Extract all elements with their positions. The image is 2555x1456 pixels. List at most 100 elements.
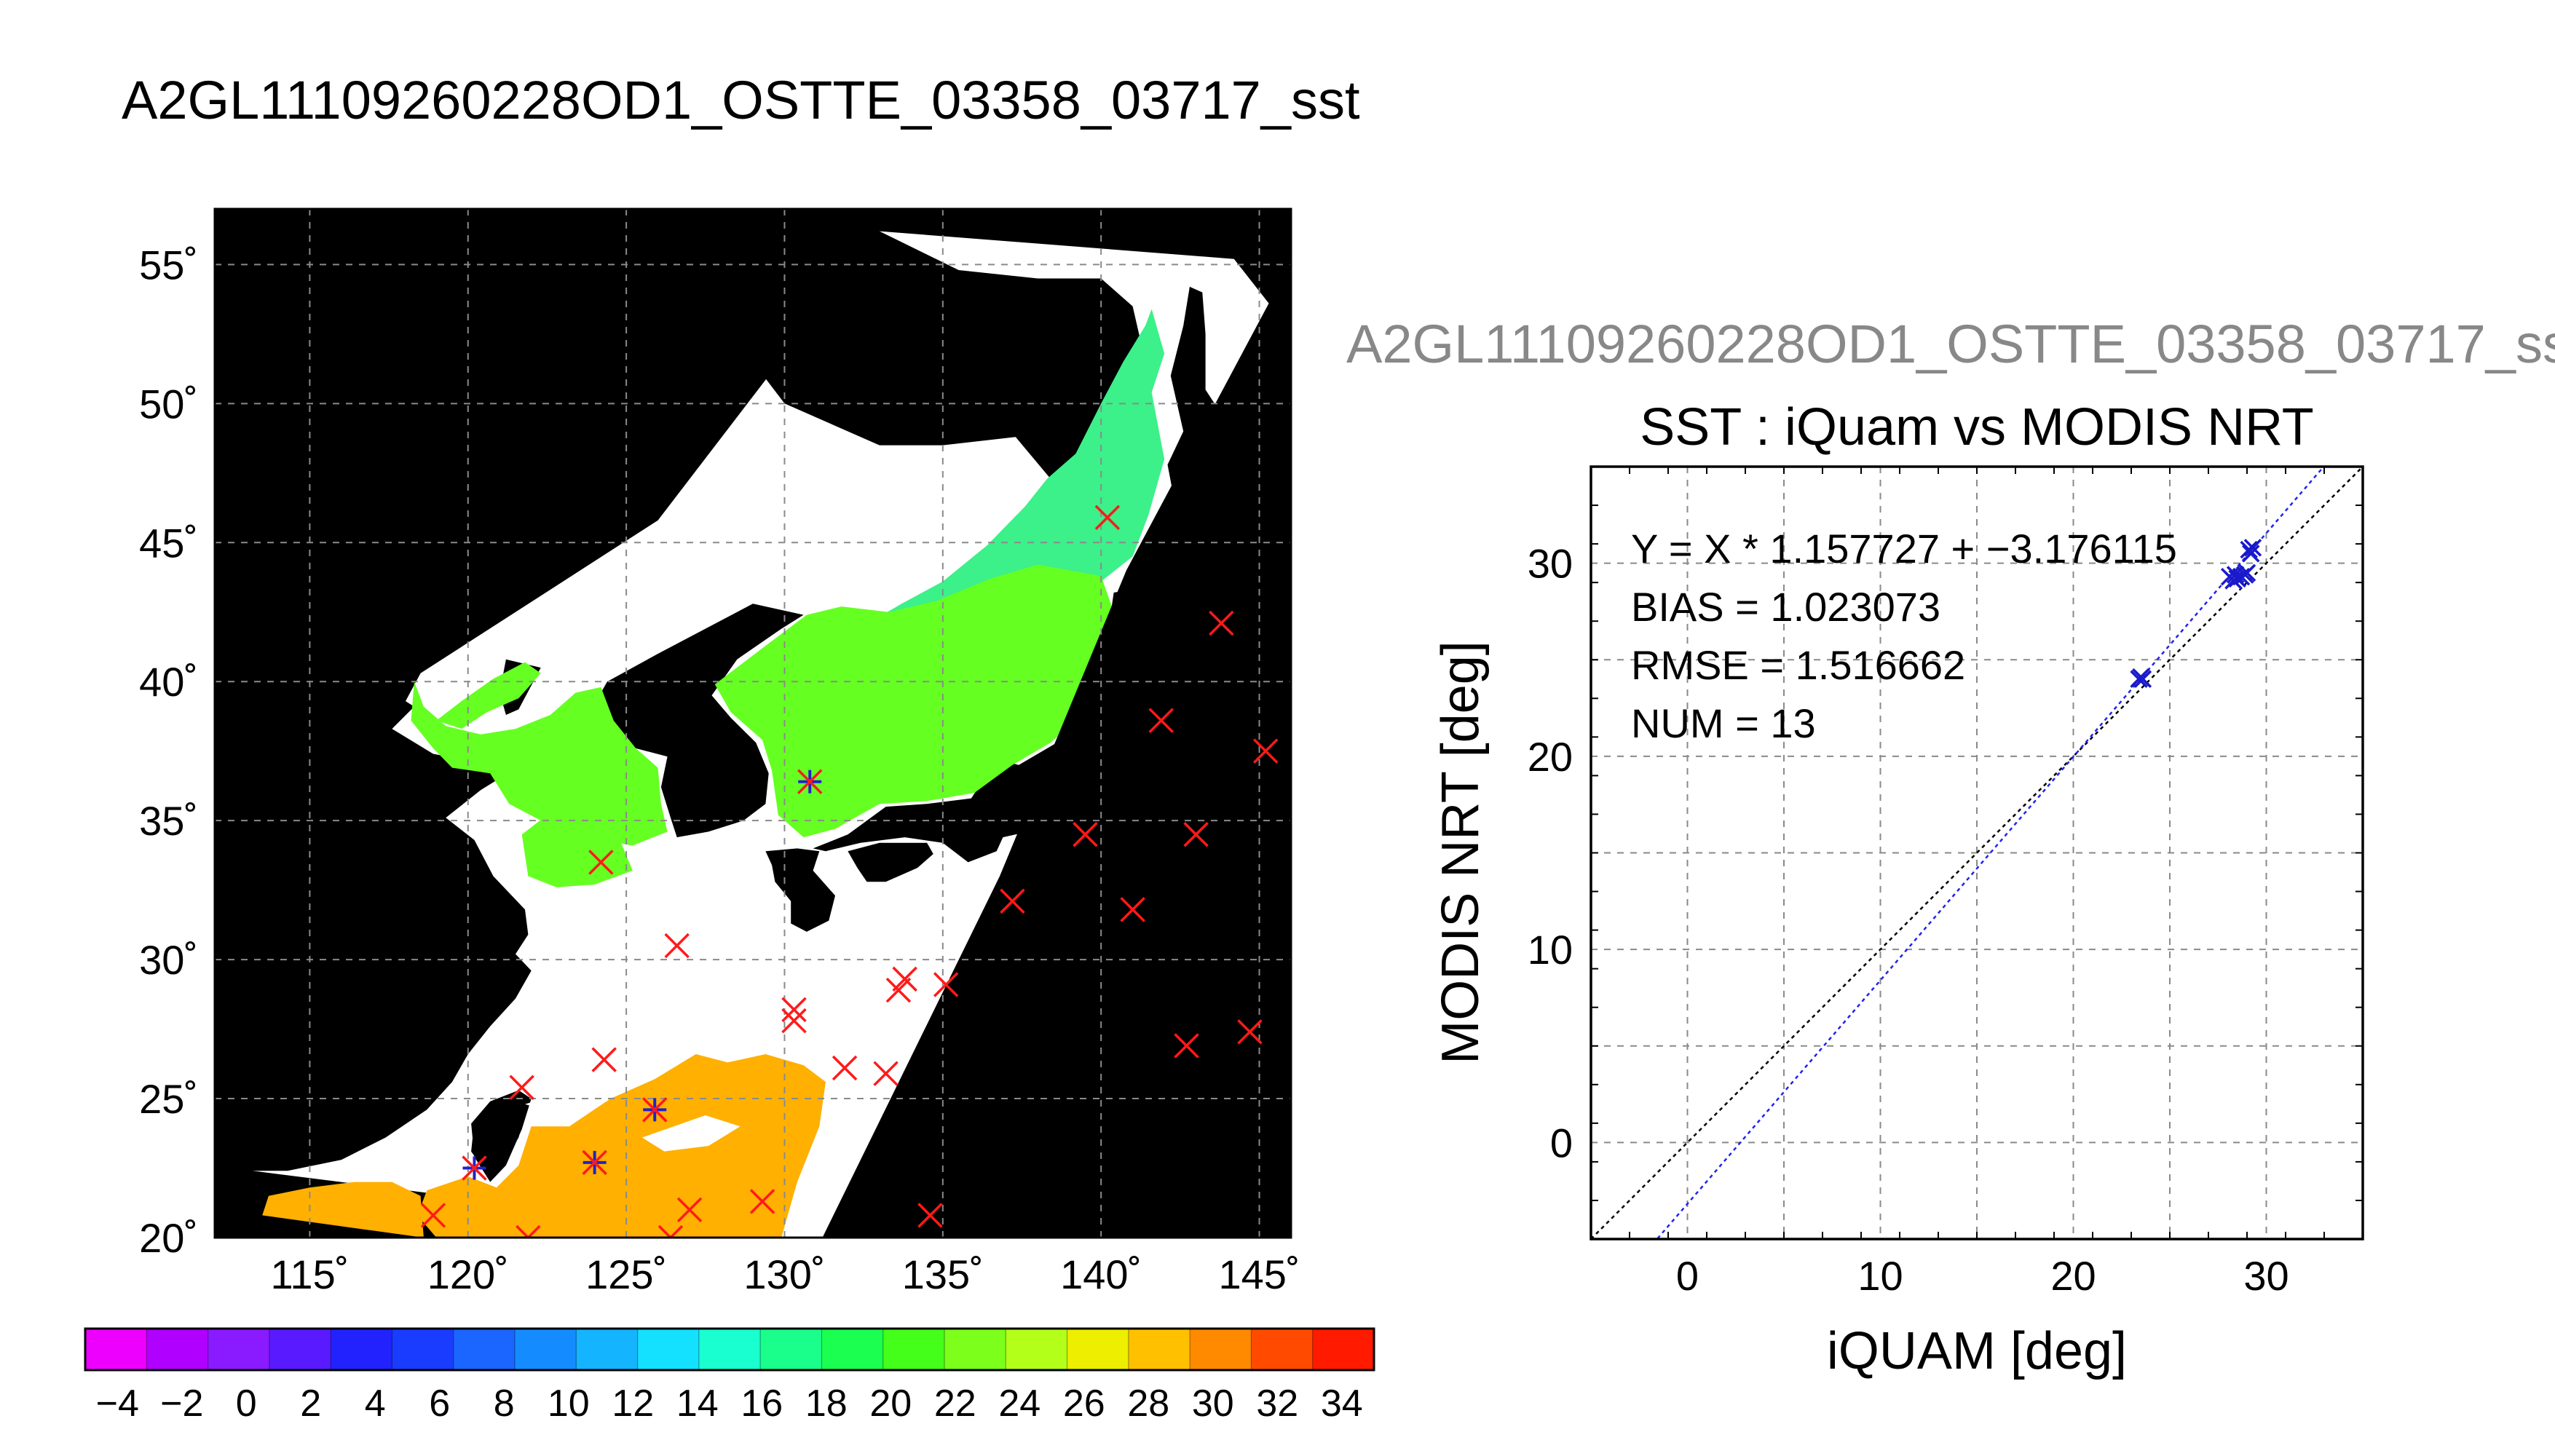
scatter-point [2243, 539, 2262, 557]
colorbar-tick-label: 28 [1127, 1382, 1169, 1425]
map-ytick-label: 30˚ [139, 937, 198, 983]
buoy-marker [1120, 897, 1145, 922]
colorbar-bin [515, 1329, 577, 1370]
colorbar-bin [637, 1329, 700, 1370]
colorbar-tick-label: 32 [1256, 1382, 1298, 1425]
land-kyushu [765, 848, 835, 932]
buoy-marker [885, 977, 912, 1003]
point-stroke [2242, 545, 2260, 563]
buoy-marker [1237, 1019, 1263, 1045]
marker-stroke [873, 1061, 899, 1086]
colorbar-tick-label: −4 [96, 1382, 139, 1425]
buoy-marker [664, 933, 690, 959]
colorbar-tick-label: 8 [494, 1382, 515, 1425]
marker-stroke [664, 933, 690, 959]
marker-stroke [917, 1203, 943, 1228]
map-xtick-label: 135˚ [902, 1251, 984, 1297]
scatter-point [2238, 563, 2256, 582]
map-ytick-label: 55˚ [139, 242, 198, 288]
colorbar-tick-label: −2 [160, 1382, 203, 1425]
buoy-marker [1073, 822, 1098, 847]
marker-stroke [832, 1055, 858, 1081]
scatter-point [2224, 571, 2243, 590]
colorbar-bin [1190, 1329, 1252, 1370]
map-xtick-label: 140˚ [1060, 1251, 1142, 1297]
marker-stroke [1148, 708, 1174, 733]
marker-stroke [516, 1224, 530, 1238]
scatter-xtick-label: 30 [2243, 1253, 2289, 1299]
marker-stroke [657, 1224, 673, 1238]
colorbar-tick-label: 12 [612, 1382, 654, 1425]
land-sakhalin [1158, 286, 1231, 515]
buoy-marker [1000, 888, 1025, 914]
scatter-xtick-label: 10 [1857, 1253, 1903, 1299]
colorbar-tick-label: 24 [998, 1382, 1040, 1425]
colorbar-tick-label: 22 [934, 1382, 976, 1425]
land-china [246, 654, 550, 1171]
sst-bohai [436, 662, 541, 729]
scatter-ytick-label: 0 [1550, 1120, 1573, 1166]
map-xtick-label: 120˚ [427, 1251, 509, 1297]
colorbar-tick-label: 2 [300, 1382, 321, 1425]
buoy-marker [781, 1008, 807, 1034]
matched-marker [797, 769, 823, 794]
marker-stroke [642, 1097, 668, 1123]
point-stroke [2224, 571, 2243, 590]
map-title: A2GL11109260228OD1_OSTTE_03358_03717_sst [122, 70, 1360, 130]
marker-stroke [885, 977, 912, 1003]
marker-stroke [933, 972, 959, 997]
map-ytick-label: 50˚ [139, 381, 198, 427]
map-ytick-label: 25˚ [139, 1076, 198, 1122]
colorbar-bin [85, 1329, 147, 1370]
sst-south-warm-zone [417, 1054, 826, 1238]
fit-stat-line: NUM = 13 [1631, 700, 1816, 746]
map-xtick-label: 125˚ [585, 1251, 667, 1297]
buoy-marker [1209, 610, 1234, 636]
buoy-marker [591, 1047, 617, 1072]
matched-marker [462, 1155, 487, 1181]
colorbar-frame [84, 1327, 1375, 1372]
marker-stroke [588, 850, 614, 875]
map-ytick-label: 45˚ [139, 520, 198, 566]
colorbar-bin [821, 1329, 884, 1370]
marker-stroke [892, 966, 917, 992]
marker-stroke [749, 1189, 775, 1214]
buoy-marker [516, 1224, 541, 1238]
land-taiwan-top [471, 1090, 532, 1182]
scatter-point [2133, 670, 2152, 689]
map-plot-area [215, 209, 1291, 1238]
buoy-marker [917, 1203, 943, 1228]
colorbar-bin [1006, 1329, 1068, 1370]
marker-stroke [509, 1075, 534, 1101]
colorbar-bin [576, 1329, 639, 1370]
map-xtick-label: 130˚ [743, 1251, 825, 1297]
buoy-marker [749, 1189, 775, 1214]
map-xtick-label: 145˚ [1218, 1251, 1300, 1297]
scatter-point [2240, 540, 2258, 559]
colorbar-bin [882, 1329, 945, 1370]
cloud-streak [641, 1115, 741, 1152]
colorbar-bin [269, 1329, 331, 1370]
scatter-file-title: A2GL11109260228OD1_OSTTE_03358_03717_sst [1346, 314, 2555, 374]
scatter-point [2130, 670, 2148, 689]
colorbar-tick-label: 10 [548, 1382, 590, 1425]
buoy-marker [781, 997, 807, 1023]
buoy-marker [1252, 738, 1279, 764]
colorbar-tick-label: 6 [429, 1382, 450, 1425]
buoy-marker [509, 1075, 534, 1101]
fit-stat-line: RMSE = 1.516662 [1631, 642, 1965, 688]
buoy-marker [676, 1197, 703, 1223]
marker-stroke [1174, 1033, 1199, 1059]
colorbar-tick-label: 4 [365, 1382, 386, 1425]
marker-stroke [781, 1008, 807, 1034]
point-stroke [2238, 563, 2256, 582]
scatter-ylabel: MODIS NRT [deg] [1431, 641, 1490, 1064]
colorbar-bin [1067, 1329, 1129, 1370]
colorbar-tick-label: 30 [1192, 1382, 1234, 1425]
scatter-xtick-label: 20 [2050, 1253, 2096, 1299]
colorbar-tick-label: 16 [741, 1382, 783, 1425]
point-stroke [2133, 670, 2152, 689]
sst-east-china-north [521, 815, 633, 887]
